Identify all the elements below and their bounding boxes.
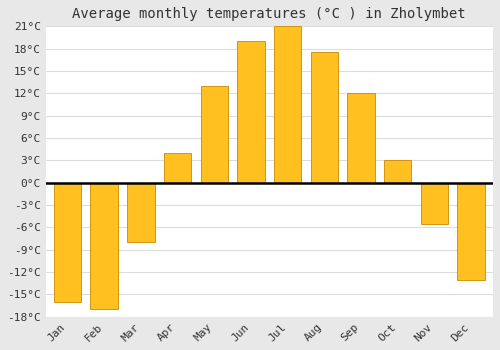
Bar — [90, 183, 118, 309]
Bar — [384, 160, 411, 183]
Bar — [237, 41, 264, 183]
Bar — [164, 153, 192, 183]
Bar — [274, 26, 301, 183]
Bar — [54, 183, 82, 302]
Title: Average monthly temperatures (°C ) in Zholymbet: Average monthly temperatures (°C ) in Zh… — [72, 7, 466, 21]
Bar — [420, 183, 448, 224]
Bar — [348, 93, 375, 183]
Bar — [310, 52, 338, 183]
Bar — [127, 183, 154, 242]
Bar — [458, 183, 485, 280]
Bar — [200, 86, 228, 183]
